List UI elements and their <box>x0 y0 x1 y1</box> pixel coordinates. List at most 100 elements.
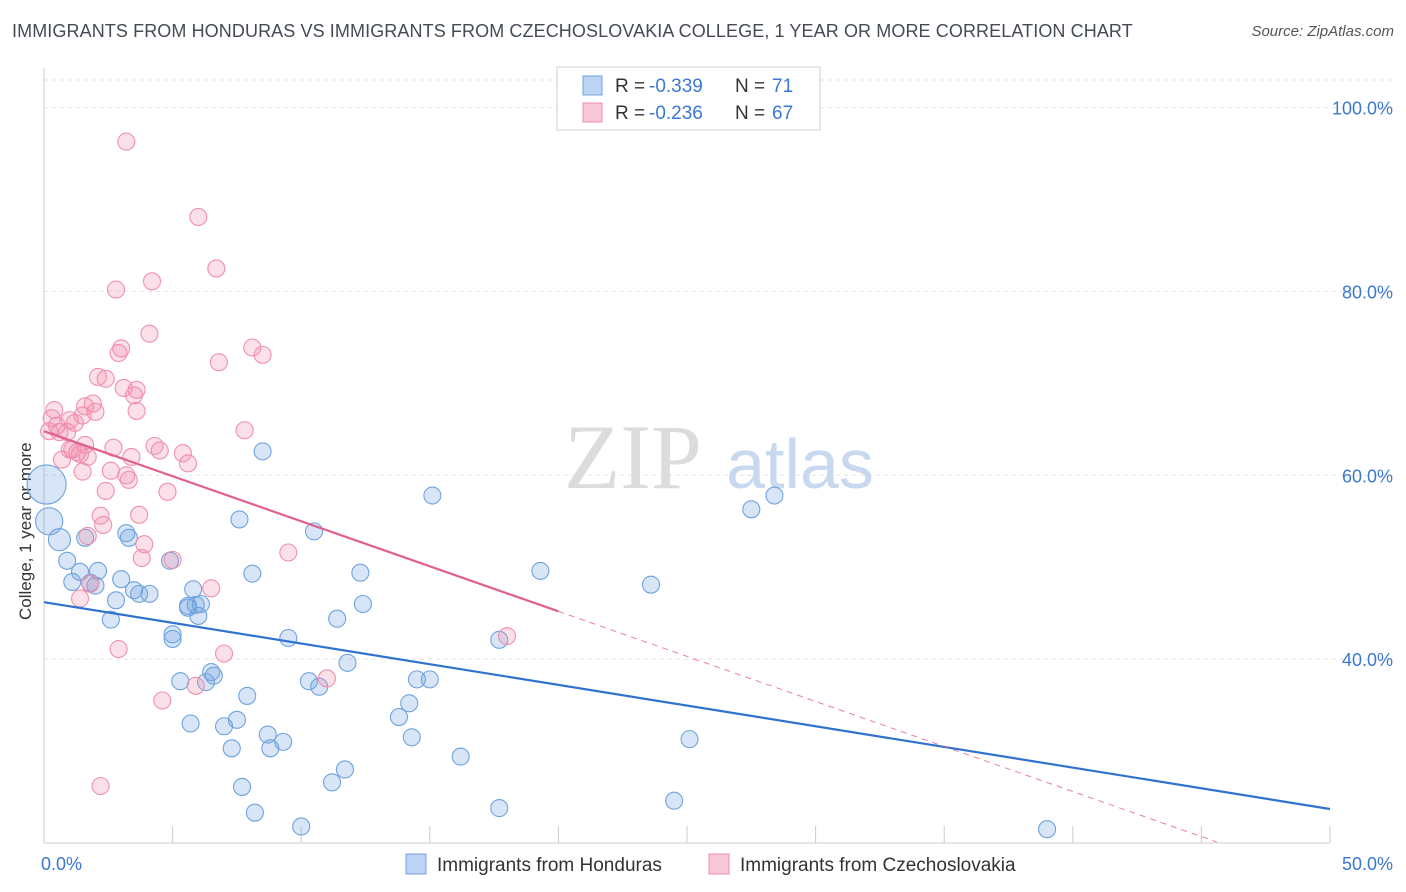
point-honduras <box>279 628 298 648</box>
point-honduras <box>222 739 241 758</box>
point-honduras <box>186 595 205 614</box>
point-honduras <box>112 570 131 589</box>
point-honduras <box>423 486 442 505</box>
point-honduras <box>214 717 234 736</box>
point-honduras <box>70 562 90 581</box>
point-czechoslovakia <box>96 481 115 500</box>
honduras-points <box>26 442 1057 839</box>
point-honduras <box>101 610 120 629</box>
point-honduras <box>407 670 426 689</box>
x-tick-label: 50.0% <box>1342 854 1393 874</box>
point-honduras <box>238 686 257 705</box>
point-czechoslovakia <box>65 413 84 432</box>
y-tick-label: 60.0% <box>1342 466 1393 486</box>
point-czechoslovakia <box>127 380 146 399</box>
stats-swatch-czech <box>582 102 603 123</box>
point-czechoslovakia <box>78 526 97 546</box>
trend-extension-czechoslovakia <box>558 610 1217 843</box>
stats-r-value-czech: -0.236 <box>649 103 703 124</box>
point-honduras <box>76 528 95 547</box>
point-honduras <box>130 584 149 603</box>
point-czechoslovakia <box>142 272 162 291</box>
point-honduras <box>258 725 277 744</box>
point-czechoslovakia <box>317 669 336 688</box>
point-czechoslovakia <box>96 369 115 388</box>
point-honduras <box>171 672 190 691</box>
point-honduras <box>140 584 159 603</box>
point-honduras <box>58 551 77 570</box>
point-czechoslovakia <box>202 579 221 598</box>
trend-line-honduras <box>43 601 1331 811</box>
stats-r-label-czech: R = <box>615 103 645 124</box>
stats-r-value-honduras: -0.339 <box>649 76 703 97</box>
point-honduras <box>202 662 221 682</box>
point-honduras <box>641 575 661 594</box>
point-czechoslovakia <box>119 470 138 489</box>
point-czechoslovakia <box>189 207 208 227</box>
point-czechoslovakia <box>78 447 97 466</box>
point-czechoslovakia <box>158 482 177 501</box>
point-czechoslovakia <box>132 548 151 568</box>
stats-n-label-honduras: N = <box>735 76 765 97</box>
point-czechoslovakia <box>112 339 131 358</box>
point-honduras <box>245 803 264 822</box>
point-czechoslovakia <box>150 441 169 460</box>
point-honduras <box>63 572 82 591</box>
point-honduras <box>665 791 684 810</box>
point-czechoslovakia <box>130 505 149 524</box>
legend-swatch-czech <box>708 853 730 875</box>
point-honduras <box>47 528 72 552</box>
point-honduras <box>189 606 208 625</box>
point-czechoslovakia <box>173 444 192 463</box>
point-czechoslovakia <box>186 676 205 695</box>
x-tick-label: 0.0% <box>41 854 82 874</box>
point-honduras <box>163 625 182 644</box>
point-honduras <box>353 594 372 614</box>
point-honduras <box>402 728 421 747</box>
point-honduras <box>742 500 761 519</box>
point-honduras <box>299 672 318 691</box>
stats-n-value-czech: 67 <box>772 103 793 124</box>
bottom-legend: Immigrants from Honduras Immigrants from… <box>405 853 1016 876</box>
point-honduras <box>328 609 347 628</box>
point-czechoslovakia <box>209 353 228 372</box>
point-czechoslovakia <box>214 644 234 663</box>
point-czechoslovakia <box>81 574 100 593</box>
point-honduras <box>420 670 439 689</box>
point-czechoslovakia <box>178 454 198 473</box>
point-czechoslovakia <box>94 515 113 534</box>
point-czechoslovakia <box>163 550 182 569</box>
stats-n-value-honduras: 71 <box>772 76 793 97</box>
watermark-atlas: atlas <box>726 425 874 503</box>
point-czechoslovakia <box>153 691 172 710</box>
point-czechoslovakia <box>235 421 254 440</box>
point-czechoslovakia <box>88 367 108 386</box>
tick-labels: 40.0% 60.0% 80.0% 100.0% 0.0% 50.0% <box>41 99 1393 874</box>
point-honduras <box>389 708 408 727</box>
axes <box>43 68 1331 844</box>
point-czechoslovakia <box>135 535 154 554</box>
point-honduras <box>26 464 67 505</box>
point-czechoslovakia <box>117 132 136 151</box>
point-honduras <box>531 561 550 580</box>
point-honduras <box>119 528 138 547</box>
point-czechoslovakia <box>140 324 159 343</box>
point-honduras <box>163 629 182 648</box>
point-czechoslovakia <box>253 345 272 364</box>
zipatlas-watermark: ZIP atlas <box>564 406 874 508</box>
point-czechoslovakia <box>497 627 517 646</box>
point-czechoslovakia <box>58 423 77 442</box>
trend-lines <box>43 430 1331 843</box>
point-honduras <box>351 563 370 582</box>
legend-swatch-honduras <box>405 853 427 875</box>
legend-label-honduras: Immigrants from Honduras <box>437 855 662 876</box>
point-czechoslovakia <box>127 401 146 420</box>
point-czechoslovakia <box>60 440 79 459</box>
point-honduras <box>243 564 262 583</box>
point-czechoslovakia <box>70 589 90 608</box>
point-honduras <box>490 799 509 818</box>
point-honduras <box>1038 820 1057 839</box>
stats-legend: R = -0.339 N = 71 R = -0.236 N = 67 <box>556 66 821 131</box>
point-honduras <box>451 747 470 766</box>
